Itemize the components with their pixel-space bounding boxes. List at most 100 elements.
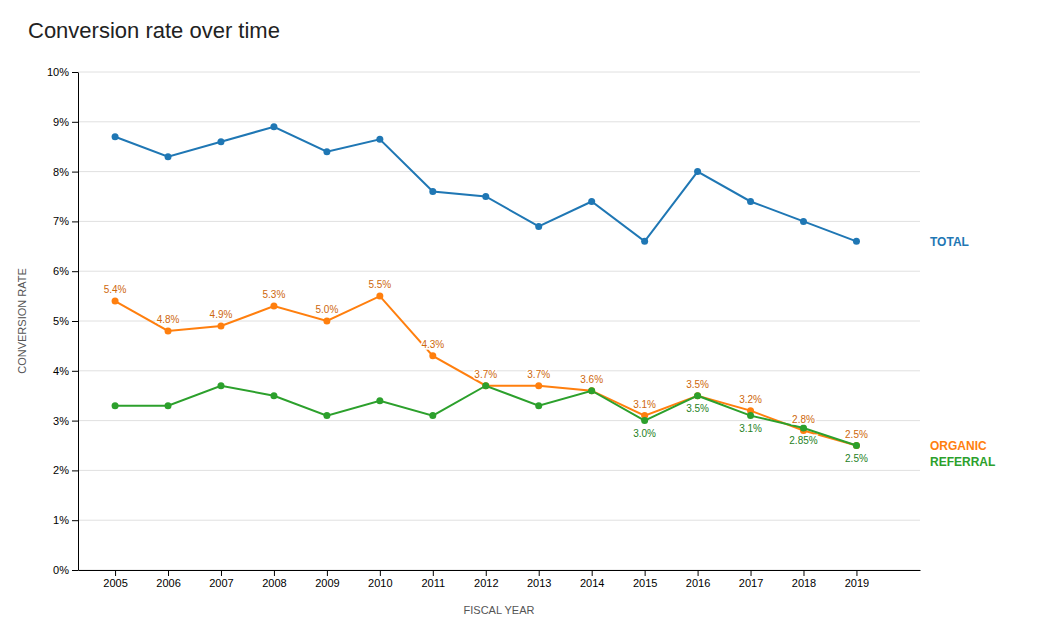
x-tick-mark: [115, 570, 116, 576]
marker: [217, 382, 224, 389]
y-tick: 5%: [53, 315, 78, 327]
data-label: 4.9%: [210, 309, 233, 320]
x-tick-label: 2018: [792, 577, 816, 589]
marks: [112, 123, 860, 449]
y-axis-line: [78, 73, 79, 571]
data-label: 2.8%: [792, 414, 815, 425]
marker: [747, 412, 754, 419]
marker: [800, 218, 807, 225]
x-tick-label: 2010: [368, 577, 392, 589]
y-tick-label: 4%: [53, 365, 69, 377]
y-tick-label: 5%: [53, 315, 69, 327]
grid-line: [78, 370, 920, 371]
x-tick: 2018: [792, 570, 816, 589]
y-tick-mark: [72, 570, 78, 571]
series-labels: TOTALORGANICREFERRAL: [930, 235, 995, 469]
marker: [165, 153, 172, 160]
y-tick: 1%: [53, 514, 78, 526]
data-label: 5.0%: [315, 304, 338, 315]
grid-line: [78, 321, 920, 322]
y-tick: 9%: [53, 116, 78, 128]
marker: [429, 412, 436, 419]
x-tick: 2008: [262, 570, 286, 589]
grid-line: [78, 570, 920, 571]
x-tick-label: 2005: [103, 577, 127, 589]
grid-line: [78, 520, 920, 521]
y-tick-label: 0%: [53, 564, 69, 576]
data-label: 3.5%: [686, 379, 709, 390]
marker: [853, 442, 860, 449]
marker: [588, 198, 595, 205]
x-tick-label: 2006: [156, 577, 180, 589]
y-tick-mark: [72, 321, 78, 322]
x-tick: 2007: [209, 570, 233, 589]
data-label: 4.3%: [421, 339, 444, 350]
y-tick: 2%: [53, 464, 78, 476]
marker: [112, 402, 119, 409]
marker: [694, 392, 701, 399]
y-tick-mark: [72, 221, 78, 222]
marker: [217, 138, 224, 145]
y-tick: 6%: [53, 265, 78, 277]
data-label: 3.7%: [527, 369, 550, 380]
series: [112, 382, 860, 449]
data-label: 3.0%: [633, 428, 656, 439]
marker: [376, 136, 383, 143]
line: [115, 296, 856, 445]
y-tick-label: 8%: [53, 166, 69, 178]
marker: [747, 198, 754, 205]
marker: [376, 397, 383, 404]
marker: [165, 402, 172, 409]
x-tick: 2010: [368, 570, 392, 589]
marker: [270, 392, 277, 399]
x-tick-mark: [221, 570, 222, 576]
marker: [482, 193, 489, 200]
line: [115, 386, 856, 446]
plot: 2005200620072008200920102011201220132014…: [16, 66, 995, 616]
data-label: 3.5%: [686, 403, 709, 414]
data-label: 2.5%: [845, 453, 868, 464]
data-label: 3.1%: [739, 423, 762, 434]
x-tick-mark: [327, 570, 328, 576]
y-tick-mark: [72, 122, 78, 123]
y-tick: 8%: [53, 166, 78, 178]
x-tick: 2005: [103, 570, 127, 589]
marker: [482, 382, 489, 389]
data-label: 5.4%: [104, 284, 127, 295]
y-tick: 0%: [53, 564, 78, 576]
x-tick-mark: [539, 570, 540, 576]
chart: 2005200620072008200920102011201220132014…: [0, 0, 1040, 632]
marker: [270, 303, 277, 310]
x-tick-label: 2015: [633, 577, 657, 589]
marker: [482, 382, 489, 389]
y-tick-mark: [72, 72, 78, 73]
x-tick-label: 2014: [580, 577, 604, 589]
y-tick-label: 10%: [47, 66, 69, 78]
x-tick: 2019: [845, 570, 869, 589]
x-tick-mark: [698, 570, 699, 576]
y-axis: 0%1%2%3%4%5%6%7%8%9%10%: [47, 66, 79, 576]
x-tick: 2006: [156, 570, 180, 589]
x-tick-label: 2016: [686, 577, 710, 589]
x-tick-mark: [274, 570, 275, 576]
marker: [535, 223, 542, 230]
x-tick-mark: [645, 570, 646, 576]
x-tick-label: 2008: [262, 577, 286, 589]
grid-line: [78, 171, 920, 172]
x-tick-mark: [433, 570, 434, 576]
marker: [853, 238, 860, 245]
x-tick-mark: [486, 570, 487, 576]
y-tick-label: 6%: [53, 265, 69, 277]
marker: [694, 168, 701, 175]
marker: [165, 327, 172, 334]
marker: [217, 322, 224, 329]
series: [112, 293, 860, 449]
data-label: 5.5%: [368, 279, 391, 290]
marker: [853, 442, 860, 449]
marker: [376, 293, 383, 300]
y-tick-mark: [72, 421, 78, 422]
x-tick-mark: [856, 570, 857, 576]
x-tick-mark: [803, 570, 804, 576]
x-tick-mark: [380, 570, 381, 576]
x-axis: 2005200620072008200920102011201220132014…: [79, 570, 921, 589]
